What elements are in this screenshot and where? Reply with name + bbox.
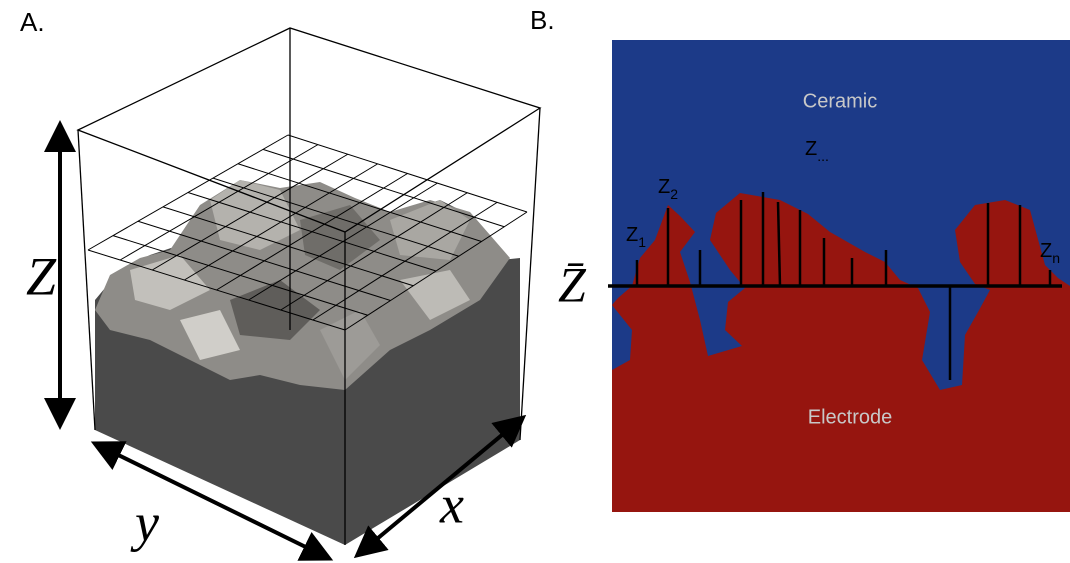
label-sub: 1 (638, 234, 646, 250)
label-main: Z (626, 224, 638, 246)
electrode-region (612, 193, 1070, 512)
label-main: Z (1040, 240, 1052, 262)
panel-label: A. (20, 7, 45, 37)
label-sub: 2 (670, 186, 678, 202)
axis-label: x (439, 474, 464, 534)
panel-label: B. (530, 5, 555, 35)
region-label: Electrode (808, 406, 893, 428)
label-sub: ... (817, 148, 829, 164)
axis-label: y (130, 492, 159, 552)
axis-label: Z (26, 246, 57, 306)
figure: A. Z y x B. Ceramic Electrode Z̄ Z1Z2Z..… (0, 0, 1070, 563)
label-main: Z (805, 138, 817, 160)
label-main: Z (658, 176, 670, 198)
mean-label: Z̄ (558, 256, 587, 312)
region-label: Ceramic (803, 90, 877, 112)
label-sub: n (1052, 250, 1060, 266)
